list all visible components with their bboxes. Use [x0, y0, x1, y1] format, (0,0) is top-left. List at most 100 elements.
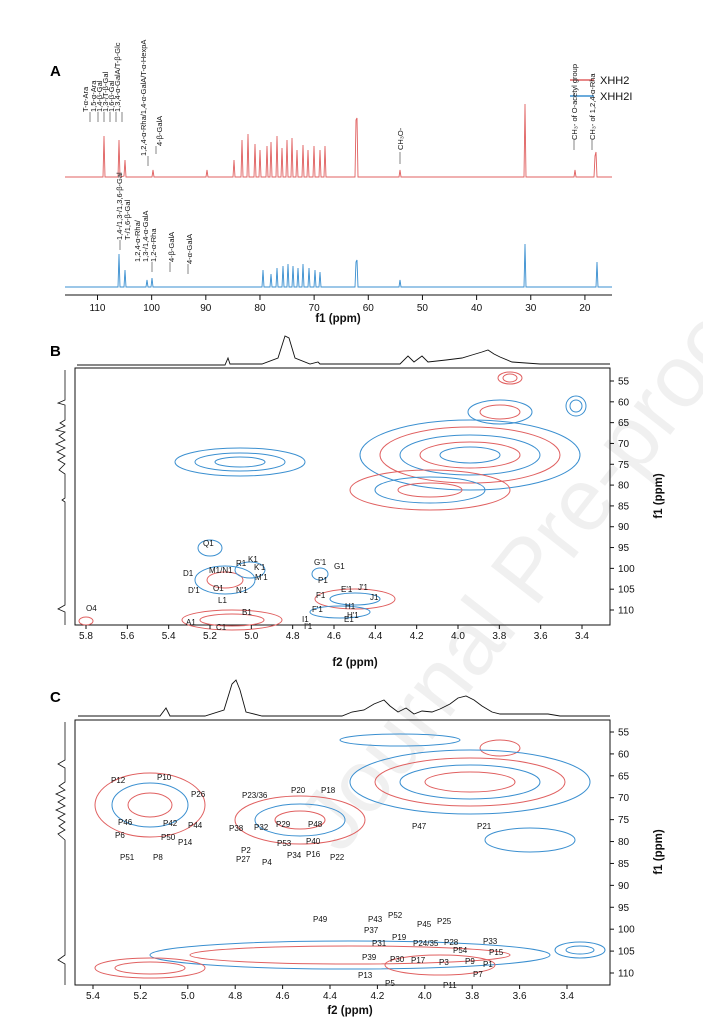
- legend-xhh2: XHH2: [600, 75, 629, 87]
- annotation-a-bottom-2: T-/1,6-β-Gal: [123, 200, 132, 240]
- panel-b-y-tick-label: 70: [618, 439, 630, 450]
- panel-b-peak-label: G1: [334, 562, 345, 571]
- annotation-a-bottom-6: 4-β-GalA: [167, 232, 176, 262]
- panel-b-peak-label: K'1: [254, 563, 266, 572]
- panel-c-peak-label: P6: [115, 831, 125, 840]
- panel-c-x-title: f2 (ppm): [327, 1005, 373, 1017]
- panel-b-peak-label: D'1: [188, 586, 200, 595]
- panel-c-y-tick-label: 95: [618, 903, 630, 914]
- panel-c-contours: [94, 733, 606, 979]
- panel-b-y-tick-label: 95: [618, 543, 630, 554]
- panel-b-f1-projection: [54, 370, 67, 625]
- panel-c-peak-label: P5: [385, 979, 395, 988]
- panel-c-peak-label: P18: [321, 786, 336, 795]
- panel-b-x-tick-label: 3.8: [492, 631, 506, 642]
- annotation-a-top-8: 4-β-GalA: [155, 116, 164, 146]
- panel-c-peak-label: P34: [287, 851, 302, 860]
- panel-b-x-tick-label: 5.8: [79, 631, 93, 642]
- panel-c-x-tick-label: 4.4: [323, 991, 337, 1002]
- panel-a-tick-label: 70: [309, 303, 321, 314]
- panel-b-y-tick-label: 75: [618, 460, 630, 471]
- panel-b-y-tick-label: 85: [618, 501, 630, 512]
- panel-a-label: A: [50, 63, 61, 80]
- panel-c-peak-label: P52: [388, 911, 403, 920]
- panel-b-peak-label: E1: [344, 615, 354, 624]
- panel-c-peak-label: P43: [368, 915, 383, 924]
- panel-c-peak-label: P9: [465, 957, 475, 966]
- panel-c-x-tick-label: 5.2: [133, 991, 147, 1002]
- panel-c-peak-label: P46: [118, 818, 133, 827]
- panel-c-peak-label: P54: [453, 946, 468, 955]
- annotation-a-top-11: CH₃- of 1,2,4-α-Rha: [588, 73, 597, 140]
- panel-b-peak-label: N'1: [236, 586, 248, 595]
- panel-b-peak-label: J'1: [358, 583, 369, 592]
- panel-b-peak-label: D1: [183, 569, 194, 578]
- panel-c-peak-label: P12: [111, 776, 126, 785]
- panel-b-x-title: f2 (ppm): [332, 657, 378, 669]
- panel-c-x-tick-label: 4.6: [276, 991, 290, 1002]
- panel-c-peak-label: P47: [412, 822, 427, 831]
- panel-c-x-tick-label: 4.0: [418, 991, 432, 1002]
- panel-c-peak-label: P14: [178, 838, 193, 847]
- panel-a-tick-label: 40: [471, 303, 483, 314]
- panel-c-peak-label: P16: [306, 850, 321, 859]
- panel-c-x-tick-label: 3.4: [560, 991, 574, 1002]
- panel-b-x-tick-label: 4.4: [368, 631, 382, 642]
- panel-b-peak-label: I'1: [304, 622, 313, 631]
- panel-b-x-tick-label: 4.8: [286, 631, 300, 642]
- panel-b-x-tick-label: 5.0: [244, 631, 258, 642]
- panel-b-y-tick-label: 60: [618, 397, 630, 408]
- panel-c-label: C: [50, 689, 61, 706]
- panel-c-peak-label: P13: [358, 971, 373, 980]
- panel-c-peak-label: P27: [236, 855, 251, 864]
- panel-b-y-tick-label: 90: [618, 522, 630, 533]
- annotation-a-top-9: CH₃O-: [396, 127, 405, 150]
- annotation-a-bottom-1: 1,4-/1,3-/1,3,6-β-Gal: [115, 172, 124, 240]
- panel-b-y-title: f1 (ppm): [653, 473, 665, 519]
- panel-b-peak-label: C1: [216, 623, 227, 632]
- panel-c-peak-label: P32: [254, 823, 269, 832]
- panel-b-y-tick-label: 65: [618, 418, 630, 429]
- panel-b-peak-label: M1/N1: [209, 566, 233, 575]
- panel-c-x-tick-label: 4.2: [370, 991, 384, 1002]
- panel-b-x-tick-label: 5.4: [162, 631, 176, 642]
- panel-c-y-tick-label: 80: [618, 837, 630, 848]
- panel-c-peak-label: P21: [477, 822, 492, 831]
- panel-b-peak-label: O1: [213, 584, 224, 593]
- annotation-a-top-4: 1,3-/T-β-Gal: [101, 72, 110, 112]
- panel-c-peak-label: P11: [443, 981, 457, 990]
- panel-b-y-tick-label: 100: [618, 564, 635, 575]
- spectrum-xhh2: [65, 103, 612, 178]
- panel-a-tick-label: 50: [417, 303, 429, 314]
- panel-b-peak-label: L1: [218, 596, 227, 605]
- panel-b-y-tick-label: 110: [618, 606, 634, 617]
- panel-b-label: B: [50, 343, 61, 360]
- panel-b-frame: [74, 367, 611, 626]
- panel-b-f2-projection: [77, 335, 610, 366]
- panel-b-peak-label: P1: [318, 576, 328, 585]
- panel-a-x-title: f1 (ppm): [315, 313, 361, 325]
- panel-c-peak-label: P8: [153, 853, 163, 862]
- panel-c-x-tick-label: 5.4: [86, 991, 100, 1002]
- panel-b-peak-label: O4: [86, 604, 97, 613]
- panel-c-x-tick-label: 3.8: [465, 991, 479, 1002]
- panel-c-y-ticks: 55 60 65 70 75 80 85 90 95 100 105 110: [610, 728, 635, 980]
- panel-c-peak-label: P49: [313, 915, 328, 924]
- panel-c-peak-label: P17: [411, 956, 426, 965]
- panel-c-peak-label: P37: [364, 926, 379, 935]
- panel-a-tick-label: 20: [579, 303, 591, 314]
- panel-c-peak-label: P25: [437, 917, 452, 926]
- panel-c-y-tick-label: 55: [618, 728, 630, 739]
- panel-a-tick-label: 90: [200, 303, 212, 314]
- panel-b-peak-label: R1: [236, 559, 247, 568]
- panel-b-peak-label: M'1: [255, 573, 268, 582]
- panel-b-x-tick-label: 4.2: [410, 631, 424, 642]
- panel-c-peak-label: P10: [157, 773, 172, 782]
- panel-c-peak-label: P19: [392, 933, 407, 942]
- panel-a-tick-label: 30: [525, 303, 537, 314]
- panel-c-peak-label: P39: [362, 953, 377, 962]
- panel-c-x-tick-label: 5.0: [181, 991, 195, 1002]
- panel-b-x-tick-label: 3.4: [575, 631, 589, 642]
- panel-b-peak-label: F'1: [312, 605, 323, 614]
